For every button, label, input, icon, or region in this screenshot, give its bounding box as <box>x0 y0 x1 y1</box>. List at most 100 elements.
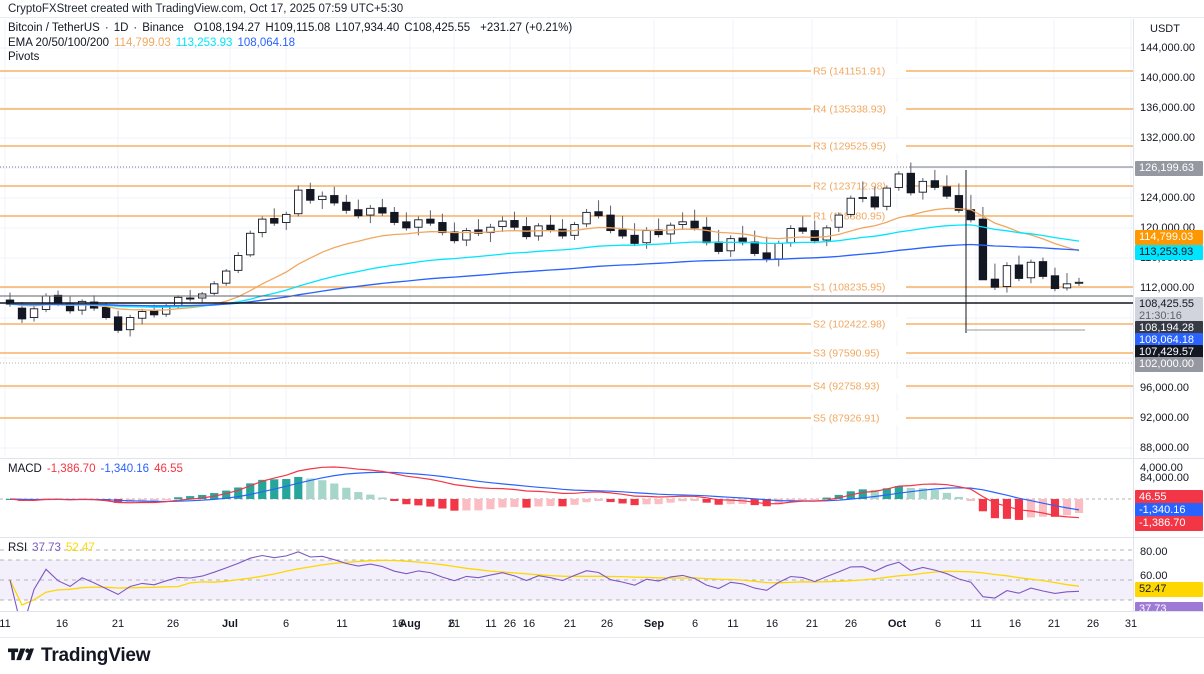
open-badge[interactable]: 108,194.28 <box>1135 321 1203 336</box>
time-tick-25: 16 <box>1008 618 1022 630</box>
candle-body <box>990 278 1000 288</box>
macd-histogram-bar <box>978 499 987 512</box>
time-scale[interactable]: 11 16 21 26 Jul 6 11 16 21 26 Aug 6 11 16 21 26 Sep 6 11 16… <box>0 611 1204 637</box>
candle-body <box>402 221 411 229</box>
legend-symbol[interactable]: Bitcoin / TetherUS <box>8 22 100 34</box>
pivots-indicator-title[interactable]: Pivots <box>8 51 40 63</box>
ohlc-close-value: 108,425.55 <box>412 22 471 34</box>
ema200-badge[interactable]: 107,429.57 <box>1135 345 1203 360</box>
candle-body <box>762 252 771 261</box>
macd-signal-badge[interactable]: -1,340.16 <box>1135 503 1203 518</box>
candle-body <box>1026 261 1036 279</box>
macd-histogram-bar <box>378 497 387 499</box>
candle-body <box>474 229 483 234</box>
price-pane[interactable]: R5 (141151.91) R4 (135338.93) R3 (129525.9… <box>0 19 1133 457</box>
candle-body <box>1062 283 1072 289</box>
tradingview-mark-icon <box>8 648 34 660</box>
time-tick-6: 11 <box>336 618 348 630</box>
macd-histogram-bar <box>462 499 471 511</box>
macd-histogram-bar <box>894 486 903 499</box>
candle-body <box>594 211 603 217</box>
macd-histogram-bar <box>726 499 735 505</box>
macd-histogram-bar <box>546 499 555 507</box>
macd-histogram-bar <box>594 499 603 501</box>
macd-histogram-bar <box>426 499 435 507</box>
macd-histogram-bar <box>510 499 519 507</box>
rsi-ma-badge[interactable]: 52.47 <box>1135 582 1203 597</box>
countdown-badge[interactable]: 21:30:16 <box>1135 309 1203 324</box>
rsi-title[interactable]: RSI <box>8 542 28 554</box>
macd-pane[interactable] <box>0 458 1133 536</box>
candle-body <box>282 213 291 223</box>
candle-body <box>858 197 867 199</box>
price-tick-8: 112,000.00 <box>1140 282 1195 294</box>
macd-histogram-bar <box>174 497 183 499</box>
macd-histogram-bar <box>858 489 867 499</box>
pivot-label-r4: R4 (135338.93) <box>813 104 886 116</box>
rsi-ma-value: 52.47 <box>65 542 95 554</box>
candle-body <box>726 238 735 252</box>
ema20-badge[interactable]: 114,799.03 <box>1135 230 1203 245</box>
candle-body <box>822 227 831 241</box>
macd-histogram-bar <box>666 499 675 503</box>
macd-histogram-bar <box>930 490 939 499</box>
attribution-text: CryptoFXStreet created with TradingView.… <box>0 0 1204 18</box>
price-scale[interactable]: USDT 144,000.00 140,000.00 136,000.00 132,0… <box>1133 19 1204 617</box>
time-tick-24: 11 <box>970 618 982 630</box>
macd-histogram-bar <box>282 479 291 499</box>
candle-body <box>390 211 399 223</box>
time-tick-9: 26 <box>503 618 517 630</box>
support-badge[interactable]: 102,000.00 <box>1135 357 1203 372</box>
macd-histogram-bar <box>630 499 639 506</box>
macd-histogram-bar <box>414 499 423 506</box>
legend-interval[interactable]: 1D <box>113 22 129 34</box>
pivot-label-r1: R1 (118880.95) <box>813 211 885 223</box>
macd-title[interactable]: MACD <box>8 463 42 475</box>
macd-line-badge[interactable]: -1,386.70 <box>1135 516 1203 531</box>
candle-body <box>246 232 255 256</box>
macd-histogram-bar <box>954 496 963 499</box>
rsi-pane[interactable] <box>0 537 1133 612</box>
tradingview-logo[interactable]: TradingView <box>8 645 151 667</box>
macd-histogram-bar <box>258 479 267 499</box>
ema50-line <box>9 224 1080 308</box>
candle-body <box>270 217 279 224</box>
macd-hist-badge[interactable]: 46.55 <box>1135 490 1203 505</box>
candle-body <box>258 218 267 234</box>
candle-body <box>306 189 315 201</box>
macd-histogram-bar <box>714 499 723 505</box>
candle-body <box>330 195 339 204</box>
candle-body <box>510 220 519 228</box>
time-tick-12: 11 <box>485 618 497 630</box>
macd-histogram-bar <box>1050 499 1060 517</box>
price-tick-13: 88,000.00 <box>1140 442 1189 454</box>
candle-body <box>1074 281 1084 284</box>
price-tick-12: 92,000.00 <box>1140 412 1189 424</box>
macd-histogram-bar <box>702 499 711 503</box>
candle-body <box>798 227 807 232</box>
price-scale-unit: USDT <box>1150 23 1180 35</box>
candle-body <box>17 307 27 320</box>
candle-body <box>149 310 159 316</box>
ema100-badge[interactable]: 108,064.18 <box>1135 333 1203 348</box>
ema-indicator-title[interactable]: EMA 20/50/100/200 <box>8 36 110 49</box>
candle-body <box>1002 265 1012 287</box>
time-tick-27: 26 <box>1086 618 1100 630</box>
pivot-label-r2: R2 (123712.98) <box>813 181 886 193</box>
time-tick-19: 16 <box>765 618 779 630</box>
macd-histogram-bar <box>678 499 687 502</box>
close-badge[interactable]: 108,425.55 <box>1135 297 1203 312</box>
rsi-tick-1: 60.00 <box>1140 570 1168 582</box>
price-tick-0: 144,000.00 <box>1140 42 1196 54</box>
ema50-badge[interactable]: 113,253.93 <box>1135 245 1203 260</box>
macd-histogram-bar <box>246 483 255 499</box>
footer-bar: TradingView <box>0 637 1204 674</box>
macd-histogram-bar <box>1074 499 1084 514</box>
candle-body <box>210 283 219 294</box>
time-tick-28: 31 <box>1124 618 1138 630</box>
legend-exchange[interactable]: Binance <box>142 22 184 34</box>
pivot-high-badge[interactable]: 126,199.63 <box>1135 161 1203 176</box>
candle-body <box>714 241 723 252</box>
time-tick-13: 16 <box>522 618 536 630</box>
candle-body <box>582 211 591 225</box>
